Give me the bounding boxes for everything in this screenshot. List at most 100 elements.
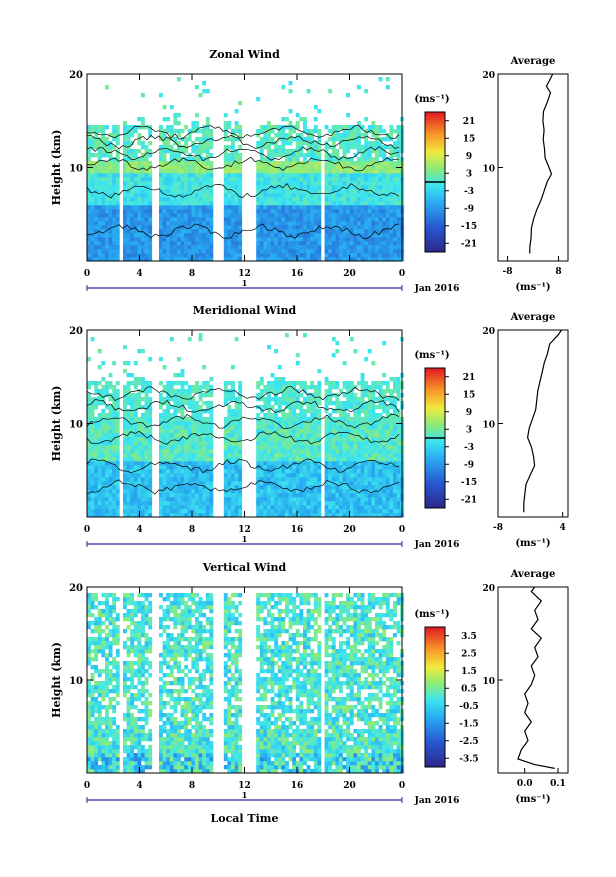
heatmap-cell bbox=[346, 397, 350, 401]
heatmap-cell bbox=[94, 469, 98, 473]
heatmap-cell bbox=[371, 121, 375, 125]
heatmap-cell bbox=[310, 381, 314, 385]
heatmap-cell bbox=[382, 177, 386, 181]
heatmap-cell bbox=[350, 209, 354, 213]
heatmap-cell bbox=[386, 217, 390, 221]
heatmap-cell bbox=[109, 209, 113, 213]
heatmap-cell bbox=[325, 213, 329, 217]
heatmap-cell bbox=[238, 501, 242, 505]
heatmap-cell bbox=[123, 185, 127, 189]
heatmap-cell bbox=[382, 181, 386, 185]
heatmap-cell bbox=[202, 473, 206, 477]
heatmap-cell bbox=[159, 197, 163, 201]
heatmap-cell bbox=[184, 189, 188, 193]
heatmap-cell bbox=[173, 117, 177, 121]
heatmap-cell bbox=[364, 381, 368, 385]
heatmap-cell bbox=[191, 445, 195, 449]
heatmap-cell bbox=[328, 477, 332, 481]
heatmap-cell bbox=[130, 133, 134, 137]
heatmap-cell bbox=[379, 225, 383, 229]
heatmap-cell bbox=[303, 493, 307, 497]
heatmap-cell bbox=[317, 449, 321, 453]
heatmap-cell bbox=[299, 177, 303, 181]
heatmap-cell bbox=[195, 149, 199, 153]
heatmap-cell bbox=[335, 401, 339, 405]
heatmap-cell bbox=[375, 189, 379, 193]
heatmap-cell bbox=[317, 229, 321, 233]
heatmap-cell bbox=[91, 401, 95, 405]
heatmap-cell bbox=[195, 209, 199, 213]
heatmap-cell bbox=[112, 509, 116, 513]
heatmap-cell bbox=[296, 213, 300, 217]
heatmap-cell bbox=[94, 181, 98, 185]
heatmap-cell bbox=[98, 437, 102, 441]
heatmap-cell bbox=[263, 209, 267, 213]
heatmap-cell bbox=[332, 145, 336, 149]
heatmap-cell bbox=[343, 425, 347, 429]
heatmap-cell bbox=[145, 397, 149, 401]
heatmap-cell bbox=[137, 445, 141, 449]
heatmap-cell bbox=[350, 185, 354, 189]
heatmap-cell bbox=[177, 237, 181, 241]
heatmap-cell bbox=[191, 129, 195, 133]
colorbar-tick-label: 21 bbox=[463, 117, 476, 127]
heatmap-cell bbox=[256, 141, 260, 145]
heatmap-cell bbox=[195, 197, 199, 201]
heatmap-cell bbox=[364, 477, 368, 481]
heatmap-cell bbox=[267, 381, 271, 385]
heatmap-cell bbox=[134, 509, 138, 513]
heatmap-cell bbox=[357, 229, 361, 233]
heatmap-cell bbox=[328, 489, 332, 493]
heatmap-cell bbox=[310, 445, 314, 449]
heatmap-cell bbox=[166, 433, 170, 437]
heatmap-cell bbox=[170, 457, 174, 461]
heatmap-cell bbox=[227, 425, 231, 429]
heatmap-cell bbox=[281, 237, 285, 241]
heatmap-cell bbox=[274, 501, 278, 505]
heatmap-cell bbox=[339, 461, 343, 465]
heatmap-cell bbox=[188, 221, 192, 225]
heatmap-cell bbox=[184, 185, 188, 189]
heatmap-cell bbox=[109, 233, 113, 237]
heatmap-cell bbox=[98, 449, 102, 453]
heatmap-cell bbox=[231, 493, 235, 497]
heatmap-cell bbox=[123, 461, 127, 465]
heatmap-cell bbox=[274, 401, 278, 405]
heatmap-cell bbox=[267, 345, 271, 349]
heatmap-cell bbox=[159, 449, 163, 453]
heatmap-cell bbox=[235, 245, 239, 249]
heatmap-cell bbox=[256, 253, 260, 257]
heatmap-cell bbox=[332, 461, 336, 465]
heatmap-cell bbox=[166, 169, 170, 173]
heatmap-cell bbox=[289, 409, 293, 413]
heatmap-cell bbox=[94, 205, 98, 209]
heatmap-cell bbox=[350, 221, 354, 225]
heatmap-cell bbox=[134, 245, 138, 249]
heatmap-cell bbox=[184, 489, 188, 493]
heatmap-cell bbox=[134, 437, 138, 441]
heatmap-cell bbox=[181, 225, 185, 229]
heatmap-cell bbox=[116, 489, 120, 493]
heatmap-cell bbox=[137, 465, 141, 469]
heatmap-cell bbox=[195, 485, 199, 489]
heatmap-cell bbox=[209, 445, 213, 449]
heatmap-cell bbox=[285, 241, 289, 245]
heatmap-cell bbox=[98, 433, 102, 437]
heatmap-cell bbox=[350, 245, 354, 249]
heatmap-cell bbox=[325, 417, 329, 421]
heatmap-cell bbox=[112, 401, 116, 405]
heatmap-cell bbox=[307, 237, 311, 241]
heatmap-cell bbox=[184, 425, 188, 429]
heatmap-cell bbox=[116, 137, 120, 141]
heatmap-cell bbox=[343, 125, 347, 129]
heatmap-cell bbox=[109, 165, 113, 169]
heatmap-cell bbox=[170, 453, 174, 457]
heatmap-cell bbox=[202, 253, 206, 257]
heatmap-cell bbox=[101, 481, 105, 485]
heatmap-cell bbox=[116, 501, 120, 505]
heatmap-cell bbox=[227, 405, 231, 409]
heatmap-cell bbox=[379, 177, 383, 181]
heatmap-cell bbox=[206, 189, 210, 193]
heatmap-cell bbox=[339, 437, 343, 441]
heatmap-cell bbox=[105, 137, 109, 141]
